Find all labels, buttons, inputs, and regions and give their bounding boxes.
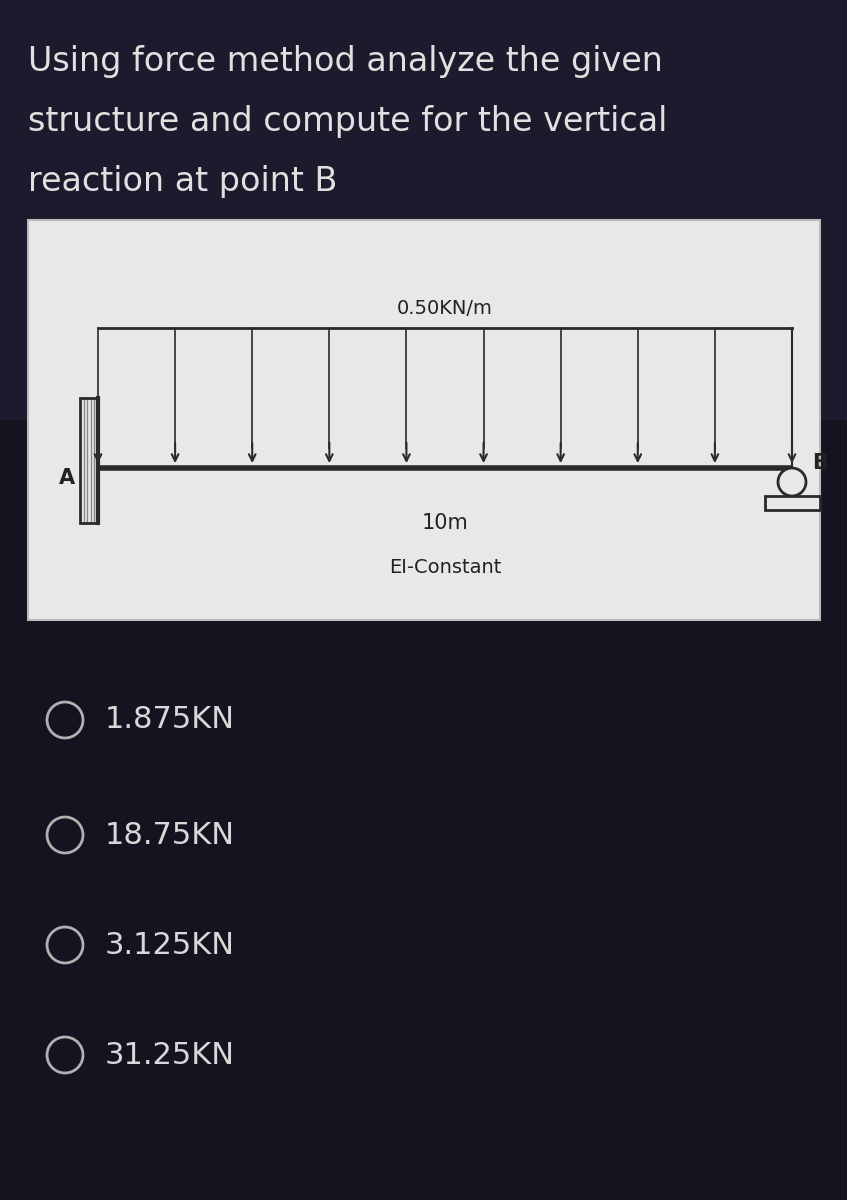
Text: 1.875KN: 1.875KN xyxy=(105,706,235,734)
Bar xyxy=(765,496,820,510)
Bar xyxy=(28,220,820,620)
Text: 3.125KN: 3.125KN xyxy=(105,930,235,960)
Text: Using force method analyze the given: Using force method analyze the given xyxy=(28,44,663,78)
Text: A: A xyxy=(59,468,75,488)
Text: EI-Constant: EI-Constant xyxy=(389,558,501,577)
Bar xyxy=(80,398,98,523)
Text: reaction at point B: reaction at point B xyxy=(28,164,337,198)
Circle shape xyxy=(778,468,806,496)
Text: 18.75KN: 18.75KN xyxy=(105,821,235,850)
Text: 10m: 10m xyxy=(422,514,468,533)
Text: structure and compute for the vertical: structure and compute for the vertical xyxy=(28,104,667,138)
Text: 31.25KN: 31.25KN xyxy=(105,1040,235,1069)
Text: B: B xyxy=(812,452,828,473)
Bar xyxy=(0,0,847,420)
Text: 0.50KN/m: 0.50KN/m xyxy=(397,299,493,318)
